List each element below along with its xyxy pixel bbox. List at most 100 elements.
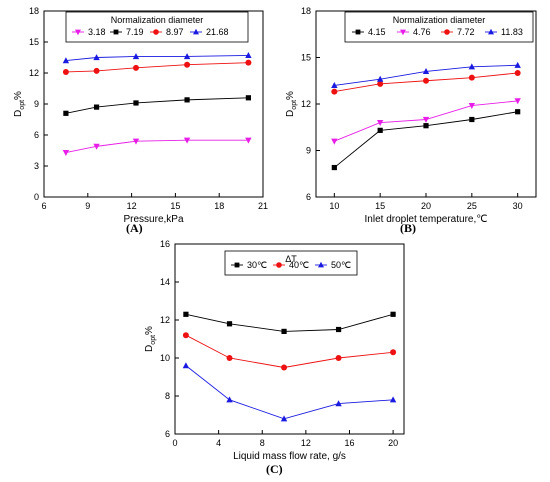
series-30℃: [183, 311, 396, 334]
y-tick-label: 12: [301, 99, 311, 109]
data-point: [183, 311, 189, 317]
data-point: [423, 123, 429, 129]
x-tick-label: 6: [41, 201, 46, 211]
y-axis-label: Dopt%: [285, 91, 298, 117]
y-tick-label: 18: [29, 6, 39, 16]
legend-entry: 40℃: [289, 260, 309, 270]
data-point: [514, 70, 521, 76]
panel-caption-c: (C): [266, 462, 283, 476]
data-point: [93, 104, 100, 110]
data-point: [245, 59, 252, 66]
x-tick-label: 12: [127, 201, 137, 211]
panel-caption-b: (B): [400, 221, 416, 235]
x-tick-label: 12: [301, 438, 311, 448]
data-point: [389, 396, 397, 403]
x-tick-label: 15: [170, 201, 180, 211]
data-point: [62, 149, 70, 156]
data-point: [182, 332, 189, 339]
legend-box: [65, 11, 249, 43]
series-line: [65, 54, 249, 62]
data-point: [422, 68, 430, 75]
y-tick-label: 3: [34, 161, 39, 171]
data-point: [422, 116, 430, 123]
legend-marker: [444, 29, 450, 35]
plot-frame: [174, 243, 405, 435]
series-50℃: [182, 362, 397, 422]
data-point: [245, 95, 251, 101]
series-line: [65, 62, 249, 73]
y-tick-label: 6: [165, 429, 170, 439]
y-tick-label: 9: [34, 99, 39, 109]
data-point: [281, 364, 288, 371]
y-axis-label: Dopt%: [13, 91, 26, 117]
y-tick-label: 6: [306, 192, 311, 202]
data-point: [132, 64, 139, 71]
legend-entry: 4.76: [413, 27, 431, 37]
x-tick-label: 16: [344, 438, 354, 448]
data-point: [514, 61, 521, 68]
data-point: [245, 52, 252, 59]
data-point: [184, 97, 190, 103]
x-tick-label: 8: [260, 438, 265, 448]
data-point: [182, 362, 190, 369]
legend-marker: [488, 28, 494, 35]
legend: ΔT 30℃ 40℃ 50℃: [224, 250, 358, 276]
x-tick-label: 4: [216, 438, 221, 448]
data-point: [377, 127, 383, 133]
legend: Normalization diameter 3.18 7.19 8.97 21.68: [65, 11, 249, 43]
legend: Normalization diameter 4.15 4.76 7.72 11.83: [344, 11, 534, 43]
data-point: [515, 109, 521, 115]
x-tick-label: 18: [214, 201, 224, 211]
x-tick-label: 20: [421, 201, 431, 211]
y-tick-label: 0: [34, 192, 39, 202]
x-tick-label: 15: [375, 201, 385, 211]
legend-title: Normalization diameter: [393, 15, 486, 25]
data-point: [423, 77, 429, 84]
data-point: [331, 138, 338, 145]
y-axis-label: Dopt%: [144, 326, 157, 352]
data-point: [132, 53, 140, 60]
series-line: [185, 313, 394, 332]
data-point: [93, 54, 100, 61]
x-axis-label: Inlet droplet temperature,℃: [365, 214, 488, 225]
series-7.19: [63, 95, 251, 116]
x-tick-label: 30: [513, 201, 523, 211]
series-line: [185, 365, 394, 420]
data-point: [514, 98, 521, 105]
chart-panel-1: 6 9 12 15 18 21 0 3 6 9 12 15 18 Pressure,kPa Dopt% Nor…: [13, 6, 268, 225]
panel-caption-a: (A): [126, 221, 143, 235]
data-point: [469, 116, 475, 123]
legend-entry: 8.97: [166, 27, 184, 37]
x-axis-label: Pressure,kPa: [123, 214, 183, 225]
legend-marker: [113, 29, 119, 35]
data-point: [376, 120, 384, 126]
series-8.97: [62, 59, 252, 75]
series-4.76: [331, 98, 521, 145]
data-point: [281, 328, 287, 334]
data-point: [62, 68, 69, 75]
series-11.83: [331, 61, 521, 88]
legend-entry: 7.19: [126, 27, 144, 37]
data-point: [226, 355, 233, 361]
series-3.18: [62, 137, 252, 156]
legend-marker: [355, 29, 361, 35]
series-21.68: [62, 52, 252, 64]
series-line: [185, 334, 394, 368]
x-tick-label: 9: [85, 201, 90, 211]
series-7.72: [331, 70, 521, 95]
series-4.15: [331, 109, 521, 171]
data-point: [335, 326, 342, 333]
data-point: [390, 311, 396, 317]
series-line: [65, 139, 249, 154]
data-point: [468, 63, 476, 70]
legend-marker: [153, 29, 159, 35]
data-point: [335, 355, 342, 361]
data-point: [331, 88, 338, 95]
legend-marker: [75, 29, 81, 36]
legend-marker: [400, 29, 406, 36]
data-point: [376, 75, 384, 82]
y-tick-label: 15: [301, 53, 311, 63]
data-point: [183, 137, 191, 144]
data-point: [468, 102, 476, 109]
data-point: [226, 321, 233, 327]
